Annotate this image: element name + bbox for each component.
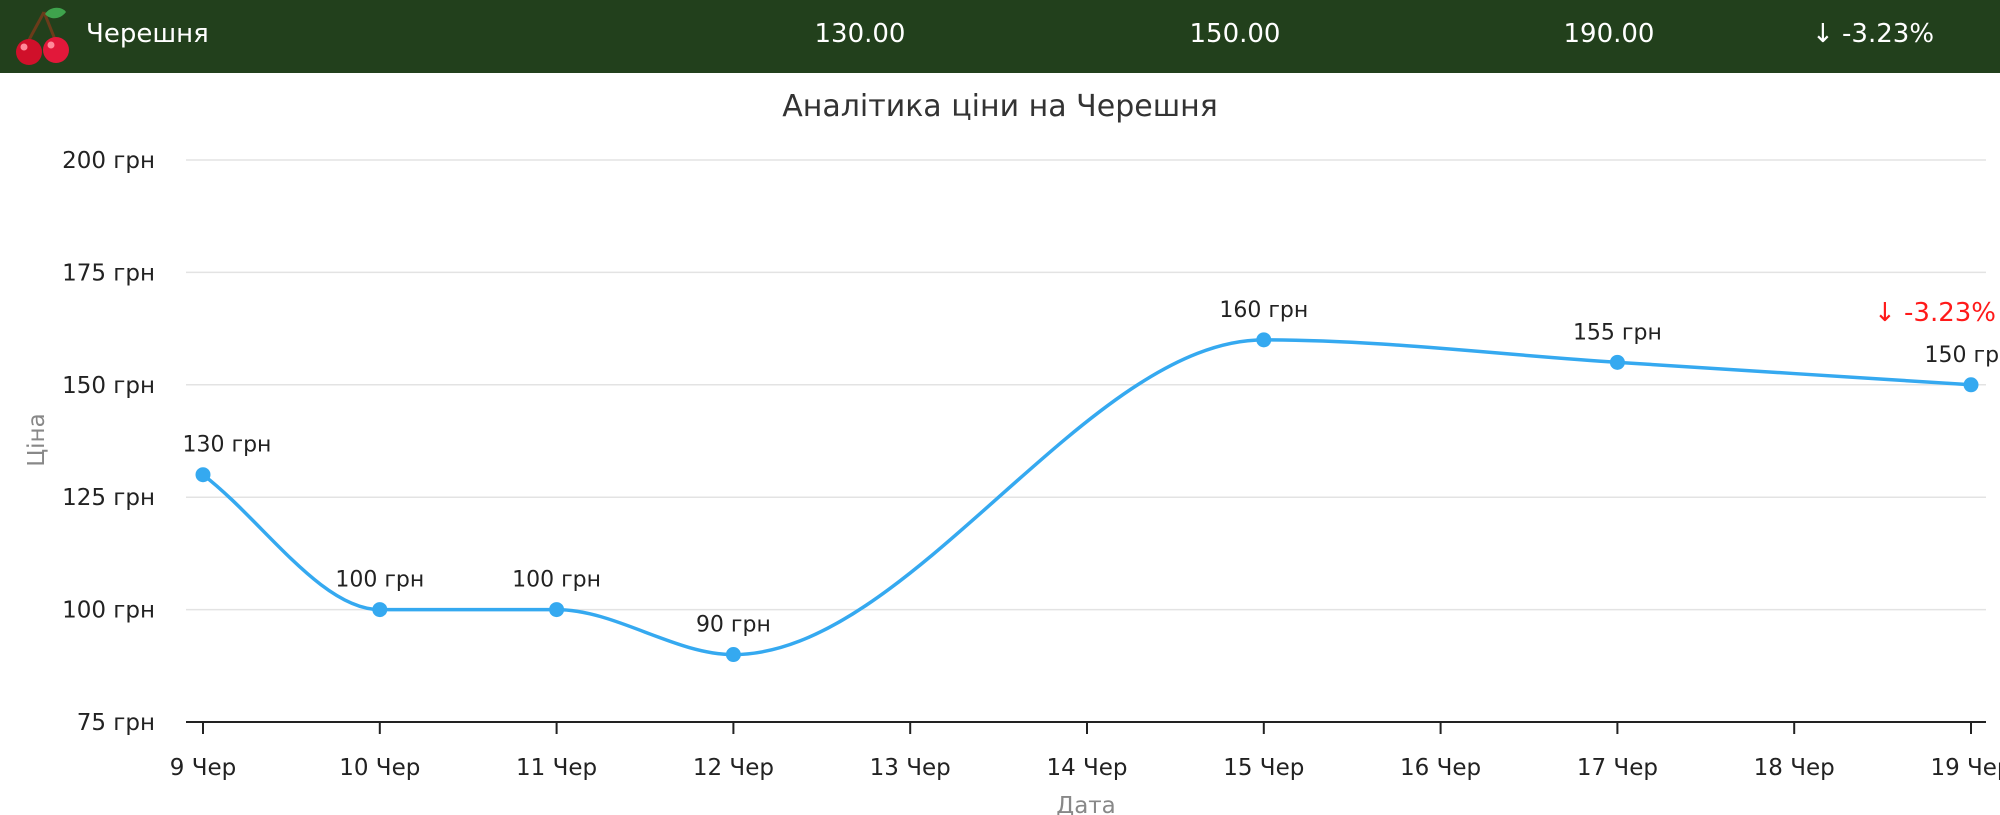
price-change: ↓ -3.23%: [1812, 19, 1935, 49]
data-label: 90 грн: [696, 613, 771, 638]
x-tick-label: 13 Чер: [870, 755, 951, 781]
x-tick-label: 14 Чер: [1046, 755, 1127, 781]
x-axis-label: Дата: [1056, 793, 1116, 815]
data-label: 130 грн: [183, 433, 272, 458]
data-label: 160 грн: [1219, 298, 1308, 323]
data-label: 150 грн: [1925, 343, 2000, 368]
price-value-2: 150.00: [1189, 19, 1281, 49]
data-point: [725, 647, 741, 663]
data-label: 100 грн: [335, 568, 424, 593]
data-point: [549, 602, 565, 618]
x-tick-label: 17 Чер: [1577, 755, 1658, 781]
data-points: [195, 332, 1979, 663]
price-header-bar: Черешня 130.00 150.00 190.00 ↓ -3.23%: [0, 0, 2000, 73]
x-tick-label: 10 Чер: [339, 755, 420, 781]
data-point: [1256, 332, 1272, 348]
x-tick-label: 18 Чер: [1754, 755, 1835, 781]
x-tick-label: 12 Чер: [693, 755, 774, 781]
y-axis-label: Ціна: [24, 413, 50, 466]
cherry-icon: [16, 7, 69, 65]
data-point: [372, 602, 388, 618]
x-tick-label: 11 Чер: [516, 755, 597, 781]
data-point: [1963, 377, 1979, 393]
data-label: 155 грн: [1573, 320, 1662, 345]
data-point: [1609, 354, 1625, 370]
data-point: [195, 467, 211, 483]
x-tick-label: 9 Чер: [170, 755, 236, 781]
product-name: Черешня: [86, 19, 209, 49]
y-tick-label: 100 грн: [62, 598, 155, 624]
data-labels: 130 грн 100 грн 100 грн 90 грн 160 грн 155 гр…: [183, 298, 2000, 638]
x-axis-ticks: 9 Чер 10 Чер 11 Чер 12 Чер 13 Чер 14 Чер 15 Че…: [170, 722, 2000, 781]
y-tick-label: 200 грн: [62, 148, 155, 174]
data-label: 100 грн: [512, 568, 601, 593]
chart-title: Аналітика ціни на Черешня: [782, 89, 1218, 124]
y-tick-label: 75 грн: [77, 710, 155, 736]
x-tick-label: 19 Чер: [1930, 755, 2000, 781]
y-tick-label: 150 грн: [62, 373, 155, 399]
price-value-3: 190.00: [1563, 19, 1655, 49]
x-tick-label: 16 Чер: [1400, 755, 1481, 781]
y-axis-ticks: 75 грн 100 грн 125 грн 150 грн 175 грн 200 гр…: [62, 148, 155, 736]
gridlines: [186, 159, 1986, 611]
change-annotation: ↓ -3.23%: [1874, 298, 1996, 328]
y-tick-label: 125 грн: [62, 485, 155, 511]
x-tick-label: 15 Чер: [1223, 755, 1304, 781]
price-value-1: 130.00: [814, 19, 906, 49]
y-tick-label: 175 грн: [62, 260, 155, 286]
